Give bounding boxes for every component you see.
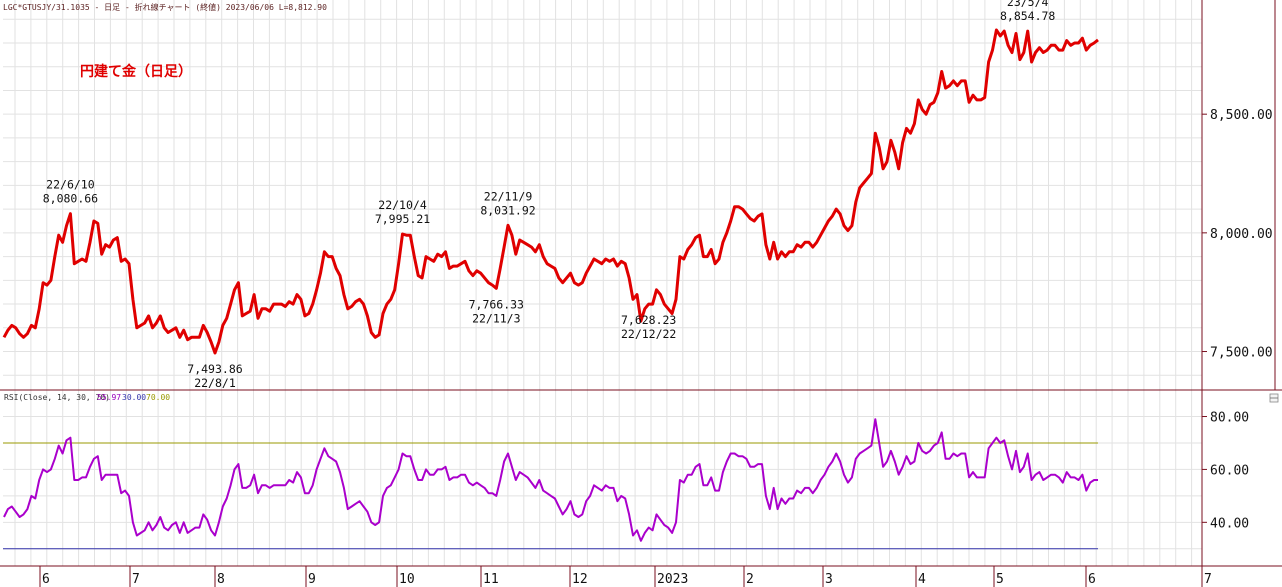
price-chart-title: 円建て金（日足）	[80, 63, 192, 80]
price-y-tick-label: 7,500.00	[1210, 346, 1273, 361]
annotation-date: 22/12/22	[621, 327, 676, 341]
rsi-y-tick-label: 40.00	[1210, 516, 1249, 531]
x-tick-label: 6	[42, 572, 50, 587]
chart-frame	[0, 0, 1282, 567]
x-tick-label: 12	[572, 572, 588, 587]
series-layer	[2, 28, 1099, 542]
rsi-reference-lines	[3, 442, 1098, 550]
x-tick-label: 11	[483, 572, 499, 587]
rsi-series-line	[3, 418, 1098, 542]
rsi-y-tick-label: 80.00	[1210, 411, 1249, 426]
rsi-legend-upper: 70.00	[146, 393, 170, 402]
x-tick-label: 7	[132, 572, 140, 587]
rsi-legend: RSI(Close, 14, 30, 70) 55.97 30.00 70.00	[4, 393, 170, 402]
chart-header-info: LGC*GTUSJY/31.1035 - 日足 - 折れ線チャート (終値) 2…	[3, 2, 327, 12]
y-tick-labels: 7,500.00 8,000.00 8,500.00 40.00 60.00 80.00	[1202, 108, 1273, 531]
annotation-date: 22/11/9	[484, 189, 533, 203]
annotation-date: 22/11/3	[472, 311, 521, 325]
annotation-value: 7,766.33	[469, 297, 524, 311]
x-tick-label: 10	[399, 572, 415, 587]
price-y-tick-label: 8,000.00	[1210, 227, 1273, 242]
x-tick-label: 6	[1088, 572, 1096, 587]
annotation-date: 22/10/4	[378, 198, 427, 212]
x-tick-label: 7	[1204, 572, 1212, 587]
text-layer: LGC*GTUSJY/31.1035 - 日足 - 折れ線チャート (終値) 2…	[3, 2, 327, 402]
rsi-y-tick-label: 60.00	[1210, 463, 1249, 478]
annotation-value: 7,628.23	[621, 313, 676, 327]
annotation-value: 8,854.78	[1000, 9, 1055, 23]
annotation-value: 8,080.66	[43, 192, 98, 206]
annotation-date: 23/5/4	[1007, 0, 1049, 9]
x-tick-label: 4	[918, 572, 926, 587]
annotation-value: 8,031.92	[480, 203, 535, 217]
x-tick-label: 5	[996, 572, 1004, 587]
annotation-value: 7,493.86	[187, 362, 242, 376]
x-tick-label: 2	[746, 572, 754, 587]
annotation-date: 22/8/1	[194, 376, 236, 390]
x-tick-label: 9	[308, 572, 316, 587]
x-tick-label: 8	[217, 572, 225, 587]
price-y-tick-label: 8,500.00	[1210, 108, 1273, 123]
x-tick-labels: 6 7 8 9 10 11 12 2023 2 3 4 5 6 7	[39, 566, 1212, 587]
x-tick-label: 3	[825, 572, 833, 587]
rsi-legend-value: 55.97	[97, 393, 121, 402]
rsi-legend-title: RSI(Close, 14, 30, 70)	[4, 393, 110, 402]
rsi-legend-lower: 30.00	[122, 393, 146, 402]
annotation-value: 7,995.21	[375, 212, 430, 226]
x-tick-label: 2023	[657, 572, 688, 587]
annotation-date: 22/6/10	[46, 178, 95, 192]
price-series-line	[2, 28, 1099, 355]
